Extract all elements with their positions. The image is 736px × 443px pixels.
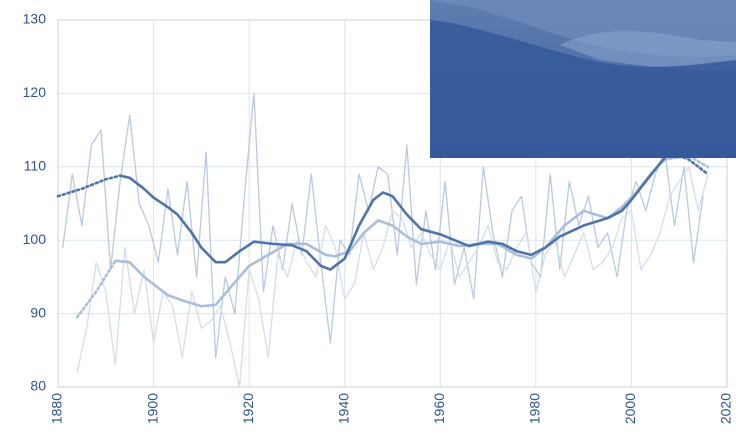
x-tick-label: 1920 xyxy=(240,393,256,424)
series-line xyxy=(77,167,708,387)
series-line xyxy=(58,176,120,197)
x-tick-label: 2000 xyxy=(622,393,638,424)
y-tick-label: 100 xyxy=(23,231,47,247)
y-tick-label: 120 xyxy=(23,84,47,100)
x-tick-label: 2020 xyxy=(718,393,734,424)
x-tick-label: 1880 xyxy=(49,393,65,424)
y-tick-label: 90 xyxy=(30,304,46,320)
photo xyxy=(430,0,736,158)
chart: 80 90 100 110 120 130 1880 1900 1920 1940 1960 1980… xyxy=(0,0,736,443)
y-tick-label: 80 xyxy=(30,378,46,394)
x-tick-label: 1980 xyxy=(527,393,543,424)
x-tick-label: 1960 xyxy=(431,393,447,424)
x-tick-label: 1900 xyxy=(144,393,160,424)
series-line xyxy=(77,261,115,318)
y-tick-label: 110 xyxy=(24,158,47,174)
series-line xyxy=(115,159,665,306)
x-tick-label: 1940 xyxy=(335,393,351,424)
y-tick-label: 130 xyxy=(23,11,47,27)
